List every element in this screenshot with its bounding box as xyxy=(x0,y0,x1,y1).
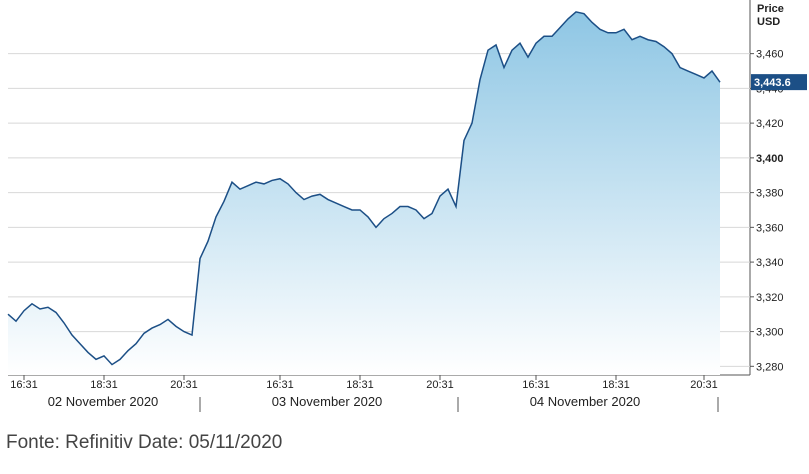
x-tick-label: 16:31 xyxy=(10,379,38,391)
area xyxy=(8,11,720,375)
x-tick-label: 16:31 xyxy=(522,379,550,391)
x-tick-label: 18:31 xyxy=(90,379,118,391)
y-tick-label: 3,400 xyxy=(756,153,784,165)
y-tick-label: 3,380 xyxy=(756,188,784,200)
y-tick-label: 3,420 xyxy=(756,118,784,130)
y-tick-label: 3,460 xyxy=(756,49,784,61)
y-tick-label: 3,320 xyxy=(756,292,784,304)
date-label: 02 November 2020 xyxy=(48,394,159,409)
x-tick-label: 18:31 xyxy=(602,379,630,391)
date-label: 03 November 2020 xyxy=(272,394,383,409)
footer: Fonte: Refinitiv Date: 05/11/2020 xyxy=(6,432,282,453)
x-tick-label: 18:31 xyxy=(346,379,374,391)
line xyxy=(7,11,721,366)
axis-title: Price xyxy=(757,3,784,15)
price-tag-label: 3,443.6 xyxy=(754,77,791,89)
x-tick-label: 20:31 xyxy=(170,379,198,391)
x-tick-label: 20:31 xyxy=(690,379,718,391)
axis-title: USD xyxy=(757,16,780,28)
y-tick-label: 3,280 xyxy=(756,361,784,373)
x-tick-label: 16:31 xyxy=(266,379,294,391)
date-label: 04 November 2020 xyxy=(530,394,641,409)
y-tick-label: 3,300 xyxy=(756,327,784,339)
y-tick-label: 3,360 xyxy=(756,222,784,234)
y-tick-label: 3,340 xyxy=(756,257,784,269)
price-tag xyxy=(751,74,807,91)
x-tick-label: 20:31 xyxy=(426,379,454,391)
